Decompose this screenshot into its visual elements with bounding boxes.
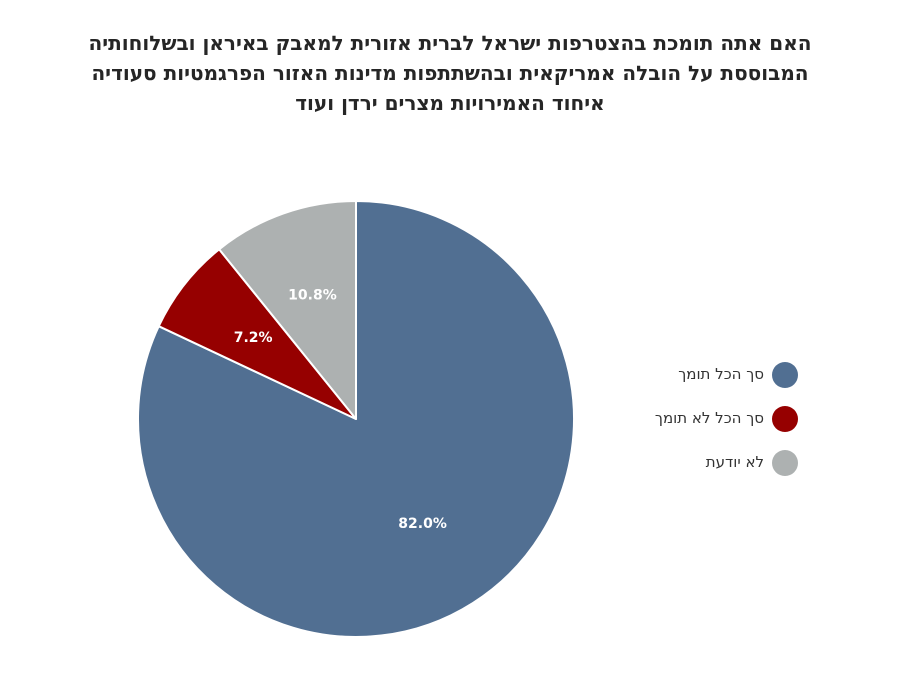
legend-swatch-supports (772, 362, 798, 388)
pie-slice-does-not-support[interactable] (157, 248, 357, 420)
legend-item-does-not-know[interactable]: לא יודעת (600, 446, 800, 480)
data-label-does-not-support: 7.2% (234, 330, 273, 346)
legend-item-supports[interactable]: סך הכל תומך (600, 358, 800, 392)
legend-swatch-does-not-know (772, 450, 798, 476)
chart-title: האם אתה תומכת בהצטרפות ישראל לברית אזורי… (20, 28, 880, 118)
legend-swatch-does-not-support (772, 406, 798, 432)
chart-title-line-2: המבוססת על הובלה אמריקאית ובהשתתפות מדינ… (91, 61, 809, 85)
chart-title-line-1: האם אתה תומכת בהצטרפות ישראל לברית אזורי… (88, 31, 812, 55)
data-label-supports: 82.0% (398, 516, 447, 532)
legend-label-does-not-know: לא יודעת (705, 453, 764, 471)
data-label-does-not-know: 10.8% (288, 288, 337, 304)
pie-slice-does-not-know[interactable] (218, 200, 357, 420)
legend-label-supports: סך הכל תומך (678, 365, 764, 383)
legend-item-does-not-support[interactable]: סך הכל לא תומך (600, 402, 800, 436)
legend-label-does-not-support: סך הכל לא תומך (654, 409, 764, 427)
chart-title-line-3: איחוד האמירויות מצרים ירדן ועוד (295, 91, 605, 115)
legend: סך הכל תומך סך הכל לא תומך לא יודעת (600, 358, 800, 490)
